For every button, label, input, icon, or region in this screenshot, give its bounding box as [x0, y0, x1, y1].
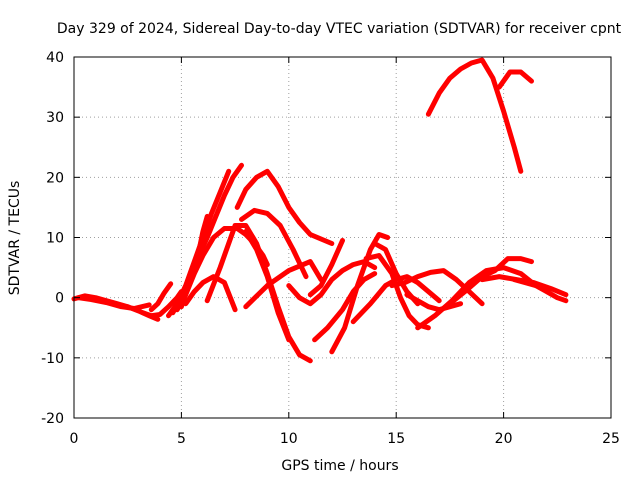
y-tick-label: 0 [55, 291, 64, 307]
y-tick-label: 40 [46, 50, 64, 66]
ticks: 0 5 10 15 20 25 -20 -10 0 10 20 30 40 [41, 50, 620, 447]
x-tick-label: 25 [602, 431, 620, 447]
y-tick-label: 20 [46, 170, 64, 186]
y-tick-label: -10 [41, 351, 64, 367]
series-line-track-04 [148, 281, 174, 313]
series-line-track-13 [243, 229, 292, 343]
y-tick-label: -20 [41, 411, 64, 427]
chart-title: Day 329 of 2024, Sidereal Day-to-day VTE… [57, 21, 622, 37]
series-line-track-26 [447, 256, 534, 307]
x-tick-label: 10 [280, 431, 298, 447]
x-tick-label: 0 [70, 431, 79, 447]
data-series [71, 57, 569, 364]
y-tick-label: 10 [46, 231, 64, 247]
x-tick-label: 15 [387, 431, 405, 447]
x-axis-label: GPS time / hours [281, 458, 398, 474]
series-line-track-29 [511, 277, 569, 304]
series-line-track-28 [479, 274, 569, 298]
series-line-track-25 [415, 265, 539, 331]
series-line-track-16 [286, 259, 378, 307]
series-line-track-17 [312, 271, 378, 343]
series-line-track-20 [363, 253, 431, 331]
series-line-track-12 [239, 207, 309, 280]
series-line-track-08 [178, 213, 210, 310]
y-tick-label: 30 [46, 110, 64, 126]
x-tick-label: 5 [177, 431, 186, 447]
y-axis-label: SDTVAR / TECUs [7, 181, 23, 296]
series-line-track-27 [496, 69, 534, 90]
series-line-track-15 [307, 238, 345, 298]
series-line-track-24 [425, 57, 524, 174]
series-line-track-09 [183, 274, 238, 313]
series-line-track-23 [404, 292, 464, 313]
series-line-track-14 [243, 259, 324, 310]
x-tick-label: 20 [495, 431, 513, 447]
series-line-track-18 [329, 232, 391, 355]
grid [74, 57, 611, 418]
series-line-track-02 [75, 295, 152, 311]
series-line-track-11 [234, 168, 335, 246]
